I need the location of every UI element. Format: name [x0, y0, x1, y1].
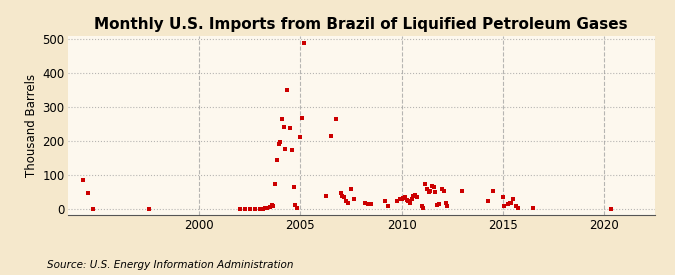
Point — [508, 197, 518, 201]
Point — [457, 188, 468, 193]
Point — [359, 200, 370, 205]
Point — [441, 204, 452, 208]
Point — [504, 201, 515, 205]
Point — [254, 207, 265, 211]
Point — [337, 194, 348, 198]
Point — [256, 207, 267, 211]
Point — [292, 205, 302, 210]
Point — [432, 203, 443, 208]
Point — [275, 140, 286, 145]
Point — [406, 197, 417, 201]
Point — [499, 204, 510, 208]
Point — [408, 194, 418, 199]
Point — [143, 207, 154, 211]
Point — [278, 125, 289, 129]
Point — [261, 205, 272, 210]
Point — [339, 195, 350, 200]
Point — [325, 134, 336, 138]
Point — [244, 207, 255, 211]
Point — [82, 191, 93, 196]
Point — [605, 207, 616, 211]
Point — [392, 199, 402, 203]
Point — [362, 202, 373, 207]
Point — [268, 204, 279, 208]
Point — [265, 205, 275, 209]
Point — [279, 147, 290, 151]
Point — [410, 193, 421, 197]
Point — [395, 197, 406, 201]
Point — [286, 148, 297, 152]
Point — [482, 199, 493, 203]
Point — [298, 40, 309, 45]
Point — [497, 195, 508, 200]
Point — [396, 197, 407, 201]
Point — [273, 141, 284, 146]
Point — [281, 88, 292, 92]
Point — [411, 195, 423, 200]
Point — [340, 199, 351, 203]
Point — [285, 125, 296, 130]
Point — [420, 182, 431, 186]
Point — [440, 200, 451, 205]
Point — [288, 185, 299, 189]
Point — [335, 191, 346, 196]
Point — [276, 117, 287, 121]
Point — [421, 187, 432, 191]
Point — [342, 200, 353, 205]
Point — [438, 188, 449, 193]
Point — [401, 198, 412, 202]
Point — [506, 200, 517, 205]
Point — [430, 190, 441, 195]
Point — [258, 207, 269, 211]
Point — [511, 204, 522, 208]
Point — [383, 204, 394, 208]
Point — [433, 202, 444, 207]
Title: Monthly U.S. Imports from Brazil of Liquified Petroleum Gases: Monthly U.S. Imports from Brazil of Liqu… — [95, 17, 628, 32]
Y-axis label: Thousand Barrels: Thousand Barrels — [25, 73, 38, 177]
Point — [346, 187, 356, 191]
Point — [234, 207, 245, 211]
Point — [437, 187, 448, 191]
Point — [296, 116, 307, 121]
Point — [416, 204, 427, 208]
Point — [259, 205, 270, 210]
Point — [331, 117, 341, 121]
Point — [502, 202, 513, 207]
Point — [87, 207, 99, 211]
Point — [398, 196, 408, 201]
Point — [427, 183, 437, 188]
Point — [403, 199, 414, 203]
Point — [295, 135, 306, 139]
Point — [379, 199, 390, 203]
Point — [487, 188, 498, 193]
Point — [250, 207, 261, 211]
Point — [366, 202, 377, 207]
Point — [400, 195, 410, 200]
Point — [269, 182, 281, 186]
Point — [349, 197, 360, 201]
Point — [528, 206, 539, 211]
Point — [423, 189, 434, 194]
Point — [425, 188, 436, 193]
Point — [77, 178, 88, 183]
Point — [271, 158, 282, 162]
Point — [239, 207, 250, 211]
Point — [320, 194, 331, 198]
Point — [513, 205, 524, 210]
Point — [290, 203, 301, 208]
Text: Source: U.S. Energy Information Administration: Source: U.S. Energy Information Administ… — [47, 260, 294, 270]
Point — [428, 185, 439, 189]
Point — [266, 203, 277, 208]
Point — [405, 200, 416, 205]
Point — [418, 205, 429, 210]
